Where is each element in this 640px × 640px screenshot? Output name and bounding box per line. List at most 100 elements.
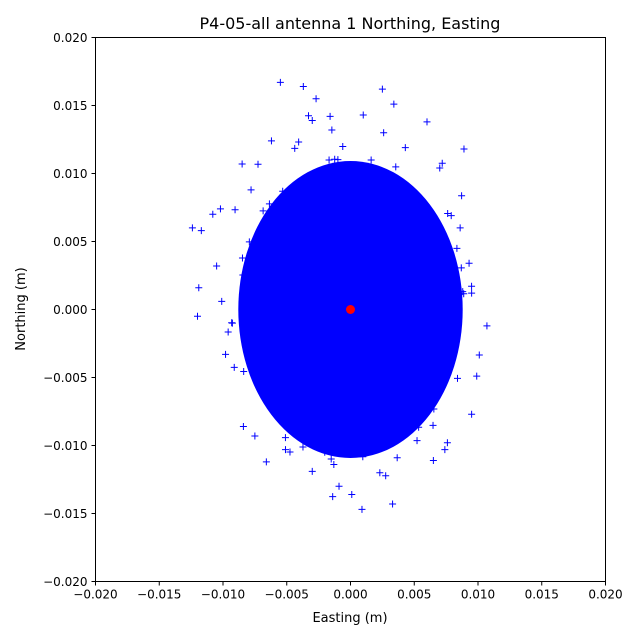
data-point-marker bbox=[437, 363, 445, 371]
data-point-marker bbox=[230, 363, 238, 371]
data-point-marker bbox=[382, 472, 390, 480]
y-tick-label: 0.020 bbox=[53, 31, 87, 45]
data-point-marker bbox=[413, 214, 421, 222]
data-point-marker bbox=[447, 212, 455, 220]
data-point-marker bbox=[330, 432, 338, 440]
data-point-marker bbox=[445, 344, 453, 352]
data-point-marker bbox=[443, 328, 451, 336]
data-point-marker bbox=[331, 155, 339, 163]
data-point-marker bbox=[279, 187, 287, 195]
data-point-marker bbox=[281, 434, 289, 442]
data-point-marker bbox=[337, 443, 345, 451]
data-point-marker bbox=[299, 443, 307, 451]
data-point-marker bbox=[376, 469, 384, 477]
data-point-marker bbox=[255, 294, 263, 302]
data-point-marker bbox=[423, 118, 431, 126]
data-point-marker bbox=[224, 328, 232, 336]
data-point-marker bbox=[299, 82, 307, 90]
data-point-marker bbox=[292, 188, 300, 196]
x-tick-label: −0.020 bbox=[73, 588, 117, 602]
data-point-marker bbox=[432, 352, 440, 360]
data-point-marker bbox=[310, 187, 318, 195]
point-cloud-fringe bbox=[224, 112, 483, 501]
data-point-marker bbox=[344, 435, 352, 443]
data-point-marker bbox=[457, 264, 465, 272]
y-tick-label: −0.015 bbox=[43, 507, 87, 521]
data-point-marker bbox=[352, 169, 360, 177]
x-tick-label: 0.005 bbox=[397, 588, 431, 602]
data-point-marker bbox=[264, 384, 272, 392]
data-point-marker bbox=[453, 374, 461, 382]
data-point-marker bbox=[430, 405, 438, 413]
data-point-marker bbox=[460, 145, 468, 153]
data-point-marker bbox=[456, 224, 464, 232]
data-point-marker bbox=[302, 434, 310, 442]
data-point-marker bbox=[255, 313, 263, 321]
data-point-marker bbox=[373, 439, 381, 447]
data-point-marker bbox=[434, 246, 442, 254]
data-point-marker bbox=[435, 350, 443, 358]
data-point-marker bbox=[291, 144, 299, 152]
data-point-marker bbox=[409, 399, 417, 407]
data-point-marker bbox=[278, 415, 286, 423]
data-point-marker bbox=[239, 271, 247, 279]
data-point-marker bbox=[290, 202, 298, 210]
data-point-marker bbox=[262, 458, 270, 466]
data-point-marker bbox=[312, 95, 320, 103]
data-point-marker bbox=[228, 319, 236, 327]
data-point-marker bbox=[308, 116, 316, 124]
data-point-marker bbox=[299, 430, 307, 438]
data-point-marker bbox=[253, 367, 261, 375]
axes-frame bbox=[95, 37, 606, 582]
data-point-marker bbox=[258, 330, 266, 338]
x-tick-label: 0.020 bbox=[588, 588, 622, 602]
data-point-marker bbox=[380, 129, 388, 137]
data-point-marker bbox=[195, 284, 203, 292]
data-point-marker bbox=[245, 238, 253, 246]
data-point-marker bbox=[267, 137, 275, 145]
data-point-marker bbox=[393, 454, 401, 462]
data-point-marker bbox=[256, 277, 264, 285]
data-point-marker bbox=[429, 421, 437, 429]
data-point-marker bbox=[246, 301, 254, 309]
data-point-marker bbox=[444, 311, 452, 319]
data-point-marker bbox=[438, 283, 446, 291]
data-point-marker bbox=[442, 331, 450, 339]
data-point-marker bbox=[290, 425, 298, 433]
data-point-marker bbox=[371, 178, 379, 186]
data-point-marker bbox=[379, 437, 387, 445]
data-point-marker bbox=[444, 210, 452, 218]
data-point-marker bbox=[238, 254, 246, 262]
data-point-marker bbox=[392, 415, 400, 423]
data-point-marker bbox=[277, 396, 285, 404]
data-point-marker bbox=[381, 428, 389, 436]
data-point-marker bbox=[401, 144, 409, 152]
data-point-marker bbox=[339, 143, 347, 151]
y-tick-label: −0.010 bbox=[43, 439, 87, 453]
data-point-marker bbox=[277, 211, 285, 219]
data-point-marker bbox=[459, 288, 467, 296]
data-point-marker bbox=[265, 236, 273, 244]
data-point-marker bbox=[239, 422, 247, 430]
data-point-marker bbox=[322, 179, 330, 187]
data-point-marker bbox=[429, 456, 437, 464]
data-point-marker bbox=[359, 453, 367, 461]
data-point-marker bbox=[259, 207, 267, 215]
data-point-marker bbox=[209, 210, 217, 218]
data-point-marker bbox=[407, 200, 415, 208]
data-point-marker bbox=[458, 192, 466, 200]
data-point-marker bbox=[325, 156, 333, 164]
data-point-marker bbox=[322, 184, 330, 192]
data-point-marker bbox=[213, 262, 221, 270]
y-tick-label: −0.020 bbox=[43, 575, 87, 589]
data-point-marker bbox=[410, 395, 418, 403]
y-tick-label: 0.010 bbox=[53, 167, 87, 181]
data-point-marker bbox=[216, 205, 224, 213]
data-point-marker bbox=[288, 197, 296, 205]
data-point-marker bbox=[394, 196, 402, 204]
x-tick-label: −0.015 bbox=[137, 588, 181, 602]
data-point-marker bbox=[242, 308, 250, 316]
data-point-marker bbox=[276, 78, 284, 86]
data-point-marker bbox=[348, 490, 356, 498]
